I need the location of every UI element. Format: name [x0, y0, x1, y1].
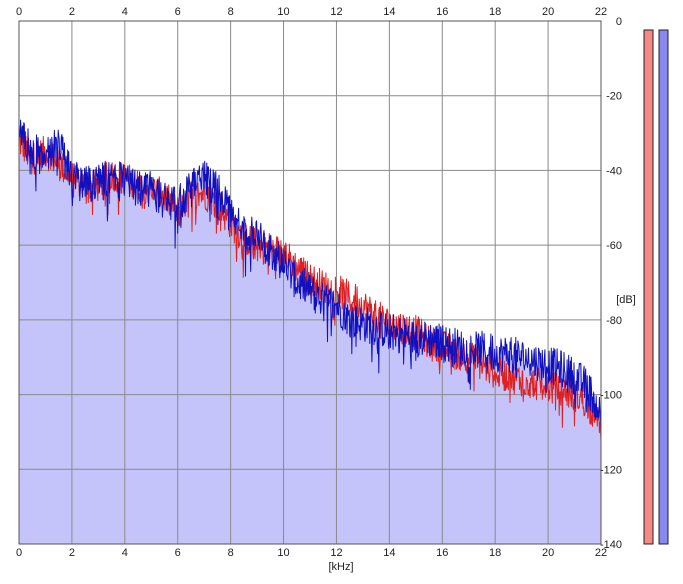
x-tick-labels-top: 0 2 4 6 8 10 12 14 16 18 20 22 [16, 6, 607, 18]
y-tick-label: -40 [606, 165, 622, 177]
x-tick-label-bottom: 20 [542, 547, 554, 559]
level-meter-bar [643, 29, 654, 545]
x-tick-label-top: 12 [330, 6, 342, 18]
x-tick-label-bottom: 12 [330, 547, 342, 559]
spectrum-area [19, 120, 601, 544]
level-meters [643, 29, 669, 545]
x-tick-label-top: 18 [489, 6, 501, 18]
x-tick-label-top: 0 [16, 6, 22, 18]
x-tick-label-top: 10 [277, 6, 289, 18]
y-tick-label: -60 [606, 240, 622, 252]
x-tick-label-bottom: 2 [69, 547, 75, 559]
x-tick-label-top: 14 [383, 6, 395, 18]
x-tick-label-top: 4 [122, 6, 128, 18]
series-line-red [18, 134, 602, 441]
x-tick-labels-bottom: 0 2 4 6 8 10 12 14 16 18 20 22 [16, 547, 607, 559]
x-tick-label-top: 2 [69, 6, 75, 18]
spectrum-series [18, 119, 602, 441]
x-tick-label-bottom: 8 [228, 547, 234, 559]
x-tick-label-top: 22 [595, 6, 607, 18]
x-tick-label-bottom: 4 [122, 547, 128, 559]
gridlines [19, 21, 601, 544]
y-tick-label: -20 [606, 91, 622, 103]
y-tick-label: -80 [606, 315, 622, 327]
level-meter-bar [658, 29, 669, 545]
spectrum-fill [19, 120, 601, 544]
plot-frame [18, 20, 602, 545]
x-tick-label-bottom: 0 [16, 547, 22, 559]
x-tick-label-bottom: 6 [175, 547, 181, 559]
x-tick-label-bottom: 10 [277, 547, 289, 559]
y-tick-label: -100 [600, 390, 622, 402]
x-tick-label-top: 16 [436, 6, 448, 18]
y-tick-labels: 0 -20 -40 -60 -80 -100 -120 -140 [600, 16, 622, 551]
series-line-blue [18, 119, 602, 429]
x-tick-label-top: 6 [175, 6, 181, 18]
x-tick-label-bottom: 18 [489, 547, 501, 559]
x-tick-label-top: 20 [542, 6, 554, 18]
y-tick-label: -140 [600, 539, 622, 551]
x-tick-label-top: 8 [228, 6, 234, 18]
x-tick-label-bottom: 22 [595, 547, 607, 559]
x-axis-label: [kHz] [328, 561, 353, 573]
y-tick-label: 0 [616, 16, 622, 28]
x-tick-label-bottom: 14 [383, 547, 395, 559]
x-tick-label-bottom: 16 [436, 547, 448, 559]
y-tick-label: -120 [600, 464, 622, 476]
y-axis-label: [dB] [616, 294, 636, 306]
